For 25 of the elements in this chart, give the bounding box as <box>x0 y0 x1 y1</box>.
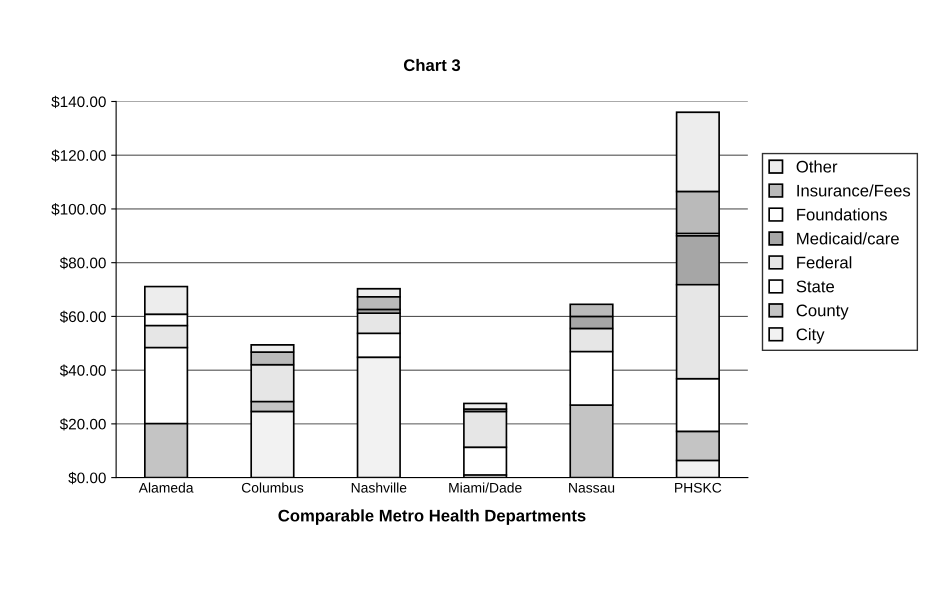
x-tick-label: Nassau <box>569 482 614 493</box>
x-tick-label: PHSKC <box>675 482 722 493</box>
y-tick-label: $80.00 <box>60 256 106 270</box>
legend-label: Insurance/Fees <box>797 184 910 197</box>
y-tick-label: $100.00 <box>51 203 106 216</box>
y-tick-label: $20.00 <box>60 418 106 430</box>
legend-label: Other <box>796 160 838 173</box>
legend-label: Foundations <box>797 208 887 221</box>
legend-label: Federal <box>797 256 852 268</box>
x-tick-label: Nashville <box>352 482 406 493</box>
legend-label: Medicaid/care <box>797 232 899 244</box>
y-tick-label: $120.00 <box>51 149 106 162</box>
y-tick-label: $60.00 <box>60 310 106 324</box>
y-tick-label: $40.00 <box>60 364 106 377</box>
x-tick-label: Columbus <box>242 482 304 493</box>
x-tick-label: Alameda <box>138 482 194 493</box>
legend-label: County <box>796 304 849 320</box>
legend-label: State <box>796 280 834 292</box>
legend-label: City <box>796 328 824 344</box>
y-tick-label: $140.00 <box>51 96 106 108</box>
bar <box>463 402 508 410</box>
y-tick-label: $0.00 <box>68 472 106 484</box>
x-tick-label: Miami/Dade <box>449 482 522 493</box>
x-axis-title: Comparable Metro Health Departments <box>278 509 586 525</box>
chart-title: Chart 3 <box>404 58 460 72</box>
